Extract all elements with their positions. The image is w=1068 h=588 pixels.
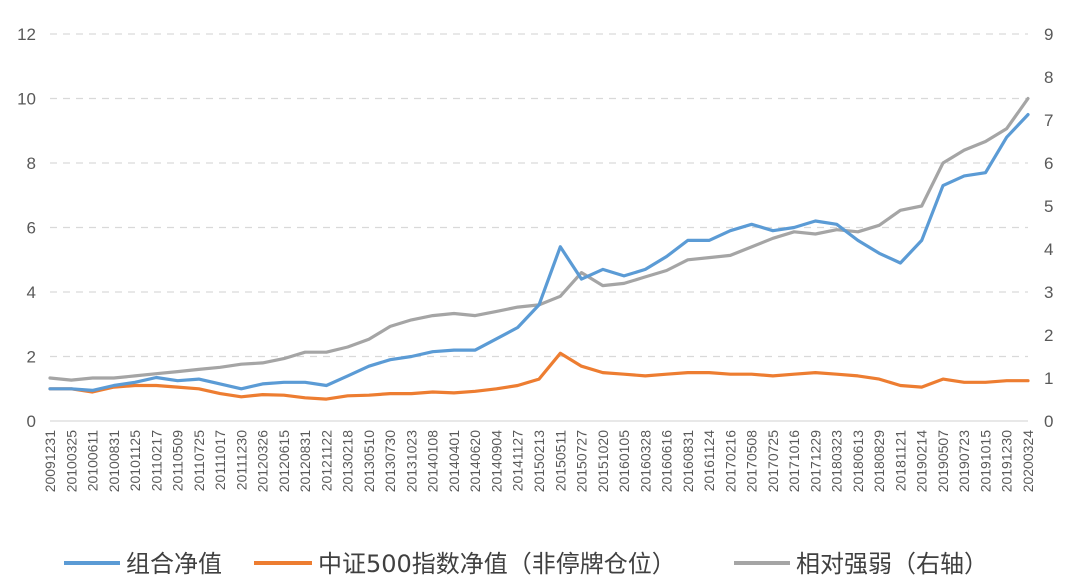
series-lines <box>48 96 1030 401</box>
x-tick-label: 20160831 <box>680 430 696 493</box>
x-tick-label: 20190214 <box>914 430 930 493</box>
x-tick-label: 20141127 <box>510 430 526 491</box>
x-tick-label: 20151020 <box>595 430 611 493</box>
x-tick-label: 20140620 <box>467 430 483 493</box>
x-tick-label: 20190507 <box>935 430 951 493</box>
y-tick-label: 12 <box>17 25 36 44</box>
y2-tick-label: 0 <box>1044 412 1053 431</box>
x-tick-label: 20100325 <box>63 430 79 493</box>
gridlines <box>50 33 1028 422</box>
y-tick-label: 6 <box>27 219 36 238</box>
series-line-0 <box>48 112 1030 392</box>
y2-tick-label: 9 <box>1044 25 1053 44</box>
y2-tick-label: 3 <box>1044 283 1053 302</box>
y2-tick-label: 1 <box>1044 369 1053 388</box>
x-tick-label: 20150213 <box>531 430 547 493</box>
y2-tick-label: 7 <box>1044 111 1053 130</box>
y-axis-left: 0 2 4 6 8 10 12 <box>17 25 36 431</box>
x-tick-label: 20140904 <box>488 430 504 493</box>
x-tick-label: 20160105 <box>616 430 632 493</box>
x-tick-label: 20100831 <box>106 430 122 493</box>
x-tick-label: 20101125 <box>127 430 143 491</box>
x-tick-label: 20121122 <box>318 430 334 491</box>
x-tick-label: 20111230 <box>233 430 249 490</box>
x-tick-label: 20160328 <box>637 430 653 493</box>
y-tick-label: 2 <box>27 348 36 367</box>
legend-label-1: 中证500指数净值（非停牌仓位） <box>318 550 676 578</box>
x-tick-label: 20170725 <box>765 430 781 493</box>
x-tick-label: 20180323 <box>829 430 845 493</box>
x-tick-label: 20110509 <box>170 430 186 491</box>
x-tick-label: 20120831 <box>297 430 313 493</box>
legend-label-2: 相对强弱（右轴） <box>796 550 988 578</box>
x-tick-label: 20130510 <box>361 430 377 493</box>
x-tick-label: 20120615 <box>276 430 292 493</box>
x-tick-label: 20110725 <box>191 430 207 491</box>
x-tick-label: 20200324 <box>1020 430 1036 493</box>
y2-tick-label: 5 <box>1044 197 1053 216</box>
x-tick-label: 20171229 <box>807 430 823 493</box>
x-tick-label: 20091231 <box>42 430 58 493</box>
x-tick-label: 20190723 <box>956 430 972 493</box>
x-tick-label: 20130730 <box>382 430 398 493</box>
x-tick-label: 20140401 <box>446 430 462 493</box>
x-tick-label: 20180829 <box>871 430 887 493</box>
y2-tick-label: 2 <box>1044 326 1053 345</box>
series-line-1 <box>48 351 1030 401</box>
x-axis: 20091231 20100325 20100611 20100831 20101125… <box>42 430 1036 493</box>
y-tick-label: 10 <box>17 90 36 109</box>
x-tick-label: 20191230 <box>999 430 1015 493</box>
x-tick-label: 20191015 <box>977 430 993 493</box>
x-tick-label: 20140108 <box>425 430 441 493</box>
x-tick-label: 20131023 <box>403 430 419 493</box>
y2-tick-label: 8 <box>1044 68 1053 87</box>
x-tick-label: 20161124 <box>701 430 717 491</box>
y-tick-label: 0 <box>27 412 36 431</box>
legend-label-0: 组合净值 <box>126 550 222 578</box>
x-tick-label: 20111017 <box>212 430 228 490</box>
x-tick-label: 20170508 <box>744 430 760 493</box>
x-tick-label: 20150511 <box>552 430 568 491</box>
y-axis-right: 0 1 2 3 4 5 6 7 8 9 <box>1044 25 1053 431</box>
x-tick-label: 20180613 <box>850 430 866 493</box>
x-tick-label: 20160616 <box>659 430 675 493</box>
y2-tick-label: 6 <box>1044 154 1053 173</box>
x-tick-label: 20120326 <box>255 430 271 493</box>
y-tick-label: 4 <box>27 283 36 302</box>
y2-tick-label: 4 <box>1044 240 1053 259</box>
x-tick-label: 20130218 <box>340 430 356 493</box>
series-line-2 <box>48 96 1030 382</box>
x-tick-label: 20100611 <box>85 430 101 491</box>
x-tick-label: 20110217 <box>148 430 164 491</box>
x-tick-label: 20150727 <box>574 430 590 493</box>
x-tick-label: 20181121 <box>892 430 908 491</box>
x-tick-label: 20170216 <box>722 430 738 493</box>
legend: 组合净值 中证500指数净值（非停牌仓位） 相对强弱（右轴） <box>64 550 988 578</box>
y-tick-label: 8 <box>27 154 36 173</box>
x-tick-label: 20171016 <box>786 430 802 493</box>
